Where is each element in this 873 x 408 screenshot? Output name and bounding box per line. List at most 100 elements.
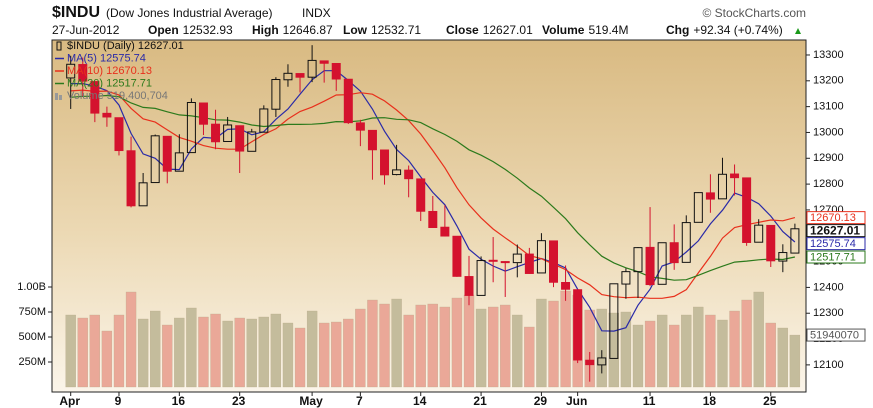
x-tick-label: 29 <box>534 394 548 408</box>
legend-label: Volume 519,400,704 <box>67 90 168 102</box>
y-tick-label: 12400 <box>813 281 844 293</box>
volume-bar <box>620 311 632 388</box>
candle-body <box>247 131 257 152</box>
volume-bar <box>331 321 342 388</box>
candle-body <box>633 247 643 273</box>
quote-item: High 12646.87 <box>252 23 333 37</box>
candle-body <box>488 259 498 262</box>
candle-body <box>657 242 667 285</box>
quote-value: +92.34 (+0.74%) <box>693 23 782 37</box>
candle-body <box>621 271 631 285</box>
candle-body <box>283 72 293 81</box>
volume-bar <box>765 322 776 388</box>
candle-body <box>319 60 329 64</box>
candle-body <box>730 173 740 179</box>
candle-body <box>549 240 558 283</box>
volume-bar <box>415 304 426 388</box>
volume-bar <box>77 317 88 388</box>
volume-bar <box>89 314 100 388</box>
x-tick-label: 16 <box>172 394 186 408</box>
x-tick-label: Apr <box>59 394 80 408</box>
volume-bar <box>524 326 535 388</box>
candle-body <box>693 192 703 223</box>
volume-bar <box>681 314 692 388</box>
volume-bar <box>343 318 354 388</box>
candle-body <box>211 123 221 143</box>
candle-body <box>392 169 402 176</box>
legend-swatch <box>56 41 62 51</box>
candle-body <box>404 169 414 180</box>
quote-item: Chg +92.34 (+0.74%) <box>666 23 783 37</box>
date: 27-Jun-2012 <box>52 23 120 37</box>
candle-body <box>500 261 510 264</box>
x-tick-label: May <box>299 394 323 408</box>
candle-body <box>331 63 341 80</box>
symbol: $INDU <box>52 4 100 21</box>
value-box-label: 51940070 <box>810 329 859 341</box>
y2-tick-label: 250M <box>18 356 46 368</box>
candle-body <box>162 135 172 172</box>
y-tick-label: 13300 <box>813 49 844 61</box>
x-tick-label: 23 <box>232 394 246 408</box>
quote-item: Close 12627.01 <box>446 23 533 37</box>
candle-body <box>790 228 800 254</box>
volume-bar <box>427 303 438 388</box>
volume-bar <box>560 290 571 388</box>
y2-tick-label: 750M <box>18 306 46 318</box>
quote-label: Chg <box>666 23 689 37</box>
volume-bar <box>391 298 402 388</box>
volume-bar <box>222 320 233 388</box>
quote-value: 519.4M <box>588 23 628 37</box>
candle-body <box>742 177 752 243</box>
quote-label: Low <box>343 23 368 37</box>
change-arrow <box>795 28 801 34</box>
y-tick-label: 13100 <box>813 101 844 113</box>
marks <box>65 45 801 388</box>
volume-bar <box>463 294 475 388</box>
volume-bar <box>137 318 149 388</box>
candle-body <box>367 129 377 151</box>
quote-value: 12646.87 <box>283 23 333 37</box>
candle-body <box>512 253 522 264</box>
candle-body <box>186 101 196 154</box>
candle-body <box>90 81 100 114</box>
y2-tick-label: 500M <box>18 331 46 343</box>
volume-bar <box>717 319 728 388</box>
volume-bar <box>355 308 366 388</box>
volume-bar <box>125 291 137 388</box>
volume-bar <box>403 314 414 388</box>
candle-body <box>585 359 595 366</box>
x-tick-label: 14 <box>413 394 427 408</box>
volume-bar <box>644 320 656 388</box>
volume-bar <box>270 313 282 388</box>
volume-bar <box>150 310 161 388</box>
quote-label: Volume <box>542 23 585 37</box>
volume-bar <box>186 307 197 388</box>
volume-bar <box>669 324 680 388</box>
candle-body <box>778 252 788 262</box>
candle-body <box>681 222 691 263</box>
quote-value: 12532.71 <box>371 23 421 37</box>
volume-bar <box>741 299 752 388</box>
y-tick-label: 12800 <box>813 178 844 190</box>
candle-body <box>524 253 534 274</box>
volume-bar <box>65 314 76 388</box>
value-box <box>806 211 866 225</box>
volume-bar <box>777 327 788 388</box>
quote-value: 12532.93 <box>183 23 233 37</box>
volume-bar <box>475 308 487 388</box>
plot-frame <box>51 39 807 393</box>
y-tick-label: 12300 <box>813 307 844 319</box>
x-tick-label: 18 <box>703 394 717 408</box>
y2-tick-label: 1.00B <box>17 281 46 293</box>
volume-bar <box>258 316 269 388</box>
candle-body <box>645 246 655 286</box>
candle-body <box>464 276 474 296</box>
volume-bar <box>789 334 801 388</box>
x-tick-label: 7 <box>356 394 363 408</box>
y-tick-label: 12900 <box>813 152 844 164</box>
candle-body <box>150 135 160 184</box>
candle-body <box>380 149 390 176</box>
volume-bar <box>608 312 619 388</box>
